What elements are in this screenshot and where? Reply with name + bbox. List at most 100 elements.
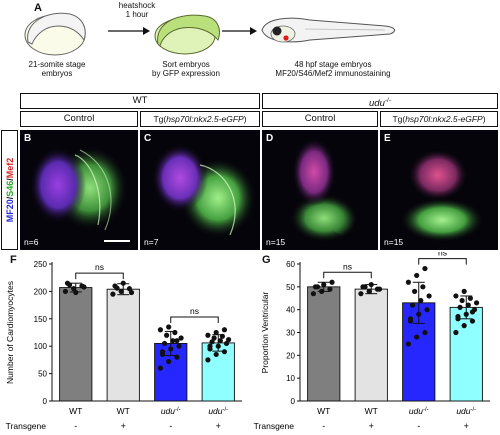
chart-f-xlabel-0: WT (69, 406, 82, 416)
chart-f-sig-label-0: ns (95, 262, 104, 272)
chart-f-point-2-5 (176, 343, 182, 349)
chart-g-sig-bracket-0 (323, 271, 372, 279)
panel-label-a: A (34, 2, 42, 14)
chart-g-point-2-7 (418, 297, 424, 304)
chart-g-transgene-1: + (369, 421, 374, 431)
heatshock-line2: 1 hour (125, 10, 149, 19)
chart-g-point-3-7 (465, 302, 471, 308)
chart-g-point-3-6 (457, 304, 463, 310)
chart-g-point-0-0 (310, 291, 317, 297)
larva-48hpf-illustration (261, 17, 396, 43)
chart-f-point-2-9 (164, 332, 170, 338)
chart-g-point-1-6 (362, 284, 368, 290)
chart-f-cardiomyocytes: Number of Cardiomyocytes 0 50 100 150 200 250 W… (5, 260, 242, 431)
chart-f-point-2-12 (166, 324, 172, 330)
step1-line1: 21-somite stage (28, 60, 86, 69)
chart-f-point-3-5 (223, 340, 230, 347)
heatshock-label: heatshock 1 hour (112, 1, 162, 19)
micrograph-b-n: n=6 (24, 237, 39, 247)
chart-g-xlabel-3: udu-/- (456, 406, 476, 416)
panel-label-g: G (262, 254, 271, 266)
chart-g-point-1-5 (376, 286, 383, 292)
chart-g-point-2-9 (412, 288, 418, 294)
chart-g-ytick-label-0: 0 (291, 397, 296, 406)
chart-f-transgene-label: Transgene (6, 421, 47, 431)
tg-prefix: Tg( (153, 114, 167, 124)
chart-f-transgene-2: - (169, 421, 172, 431)
heatshock-arrow (108, 27, 150, 35)
chart-f-transgene-1: + (121, 421, 126, 431)
chart-g-point-2-1 (414, 334, 420, 340)
chart-f-point-1-6 (114, 285, 120, 291)
header-wt: WT (20, 93, 260, 109)
chart-f-point-0-5 (81, 284, 87, 290)
chart-g-transgene-0: - (322, 421, 325, 431)
chart-f-ylabel: Number of Cardiomyocytes (5, 281, 15, 384)
chart-f-point-1-4 (120, 280, 126, 286)
chart-g-ytick-label-5: 50 (286, 283, 295, 292)
header-udu-sup: -/- (384, 97, 391, 104)
stain-s46: S46 (4, 180, 15, 197)
micrograph-e-n: n=15 (384, 237, 404, 247)
chart-f-bar-0 (59, 287, 93, 402)
chart-f-bar-1 (106, 288, 140, 402)
chart-g-ylabel: Proportion Ventricular (260, 291, 270, 373)
chart-g-point-3-11 (453, 293, 459, 299)
chart-f-point-3-6 (209, 339, 215, 345)
chart-f-point-2-0 (157, 365, 164, 371)
chart-g-sig-bracket-1 (418, 258, 467, 265)
chart-f-point-3-1 (213, 351, 219, 358)
chart-f-point-1-2 (126, 286, 133, 292)
chart-f-point-2-11 (157, 327, 164, 333)
step2-line1: Sort embryos (162, 60, 210, 69)
step1-caption: 21-somite stage embryos (22, 60, 92, 78)
chart-g-point-2-14 (407, 316, 414, 322)
chart-f-point-2-13 (174, 338, 180, 344)
chart-f-point-3-8 (225, 337, 232, 343)
scale-bar (104, 240, 130, 242)
stain-mf20: MF20 (4, 199, 15, 223)
chart-f-xlabel-3: udu-/- (208, 406, 228, 416)
chart-f-point-0-0 (62, 288, 69, 294)
chart-g-point-3-14 (455, 316, 461, 322)
chart-g-point-2-5 (424, 307, 430, 313)
chart-f-point-3-7 (217, 338, 223, 344)
chart-f-point-3-13 (221, 327, 228, 333)
chart-g-point-3-8 (473, 300, 480, 306)
chart-g-point-3-0 (453, 329, 459, 336)
chart-f-point-2-14 (159, 351, 166, 358)
chart-g-point-2-6 (409, 302, 416, 308)
chart-g-point-2-12 (414, 272, 420, 279)
chart-f-xlabel-1: WT (117, 406, 130, 416)
step3-caption: 48 hpf stage embryos MF20/S46/Mef2 immun… (268, 60, 398, 78)
step3-line2: MF20/S46/Mef2 immunostaining (275, 69, 391, 78)
chart-g-point-2-2 (422, 329, 428, 336)
chart-f-point-2-1 (166, 358, 172, 365)
chart-f-ytick-label-0: 0 (43, 397, 48, 406)
embryo-gfp-illustration (154, 14, 220, 55)
header-wt-transgene: Tg(hsp70l:nkx2.5-eGFP) (140, 111, 260, 127)
chart-f-point-2-7 (170, 338, 176, 344)
chart-g-point-2-8 (426, 293, 432, 299)
chart-g-point-3-10 (467, 295, 473, 301)
chart-g-bar-3 (449, 306, 483, 402)
embryo-21-somite-illustration (24, 12, 86, 56)
tg-prefix: Tg( (392, 114, 406, 124)
tg-italic: hsp70l:nkx2.5-eGFP (405, 114, 483, 124)
chart-f-ytick-label-1: 50 (38, 370, 47, 379)
stain-legend: MF20/S46/Mef2 (1, 130, 18, 250)
header-udu-transgene: Tg(hsp70l:nkx2.5-eGFP) (380, 111, 498, 127)
chart-g-point-3-1 (461, 323, 467, 329)
tg-suffix: ) (482, 114, 486, 124)
chart-f-ytick-label-3: 150 (34, 315, 48, 324)
chart-f-ytick-label-4: 200 (34, 287, 48, 296)
micrograph-c-n: n=7 (144, 237, 159, 247)
chart-f-point-2-6 (161, 340, 168, 347)
chart-f-point-3-0 (205, 357, 211, 363)
stain-mef2: Mef2 (4, 157, 15, 179)
tg-italic: hsp70l:nkx2.5-eGFP (166, 114, 244, 124)
chart-f-sig-bracket-0 (75, 272, 124, 280)
micrograph-d-label: D (266, 133, 274, 144)
chart-g-point-2-0 (405, 341, 412, 347)
chart-g-transgene-label: Transgene (254, 421, 295, 431)
